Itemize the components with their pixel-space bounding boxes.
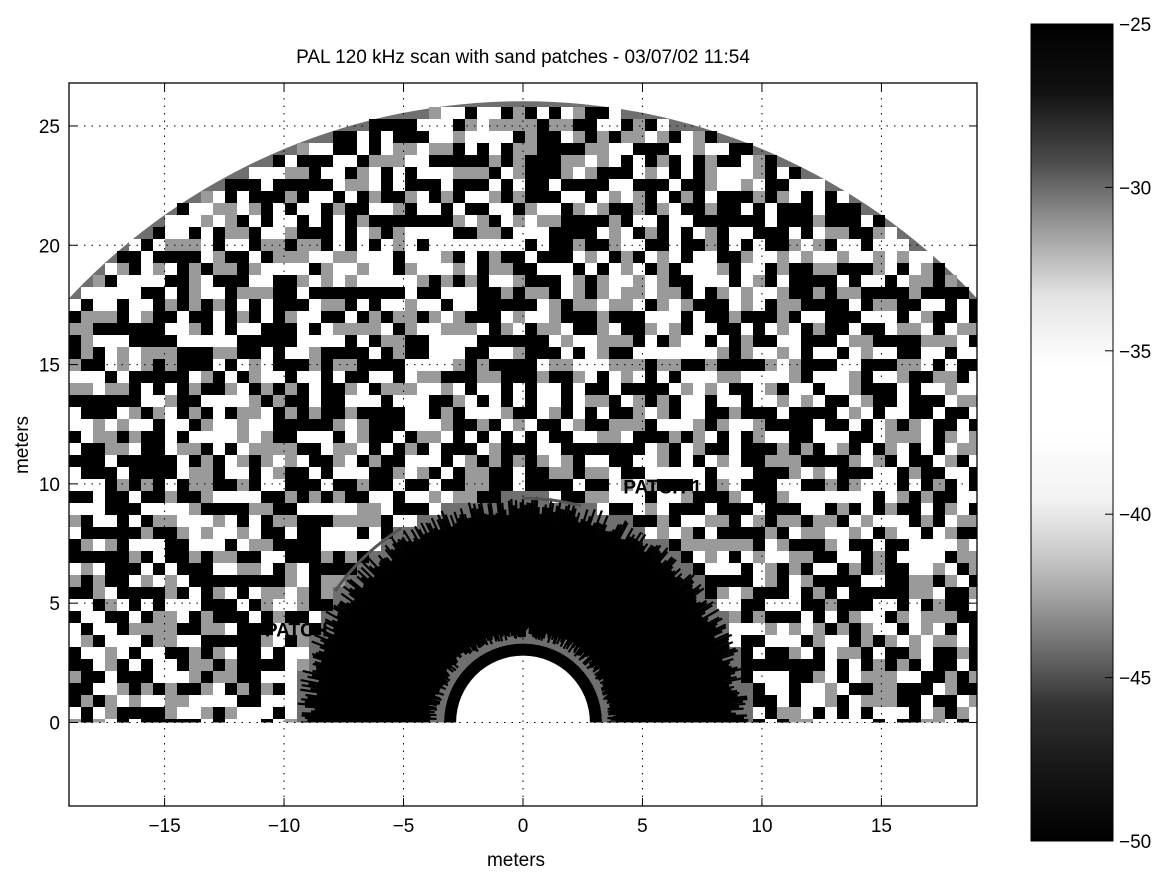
- x-tick-label: 10: [751, 816, 772, 837]
- y-tick-label: 20: [39, 236, 60, 257]
- x-tick-label: −5: [393, 816, 415, 837]
- x-tick-label: −15: [148, 816, 180, 837]
- x-tick-label: 15: [871, 816, 892, 837]
- y-axis-label: meters: [12, 416, 33, 474]
- speckle-mid: [69, 107, 977, 731]
- grid-lines: [69, 83, 977, 806]
- below-zero-blank: [69, 722, 977, 806]
- colorbar-tick-label: −30: [1119, 178, 1151, 199]
- x-tick-label: −10: [268, 816, 300, 837]
- y-tick-label: 15: [39, 356, 60, 377]
- colorbar-tick-label: −25: [1119, 15, 1151, 36]
- patch-sectors: PATCH 1 PATCH 2: [265, 477, 702, 641]
- y-tick-label: 5: [49, 594, 60, 615]
- patch-2-arc: [333, 526, 403, 592]
- colorbar: [1030, 23, 1114, 842]
- colorbar-tick-label: −35: [1119, 342, 1151, 363]
- x-axis-ticks: −15 −10 −5 0 5 10 15: [148, 83, 892, 837]
- y-axis-ticks: 0 5 10 15 20 25: [39, 117, 977, 734]
- patch-1-label: PATCH 1: [623, 477, 702, 498]
- patch-1-arc: [522, 496, 582, 508]
- y-tick-label: 25: [39, 117, 60, 138]
- inner-blank: [456, 655, 590, 723]
- y-tick-label: 10: [39, 475, 60, 496]
- x-axis-label: meters: [487, 850, 545, 871]
- x-tick-label: 5: [637, 816, 648, 837]
- sonar-intensity-image: [69, 101, 977, 806]
- colorbar-tick-label: −40: [1119, 505, 1151, 526]
- patch-2-label: PATCH 2: [265, 621, 343, 642]
- y-tick-label: 0: [49, 713, 60, 734]
- colorbar-tick-label: −50: [1119, 832, 1151, 853]
- chart-title: PAL 120 kHz scan with sand patches - 03/…: [296, 47, 750, 68]
- x-tick-label: 0: [518, 816, 529, 837]
- colorbar-tick-label: −45: [1119, 669, 1151, 690]
- plot-area: PATCH 1 PATCH 2: [69, 83, 977, 806]
- colorbar-ticks: −25 −30 −35 −40 −45 −50: [1105, 15, 1151, 853]
